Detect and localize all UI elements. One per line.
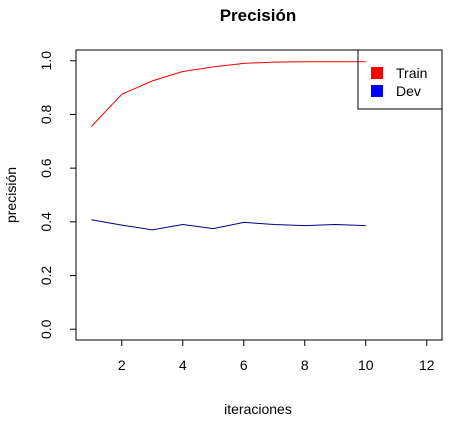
x-tick-label: 4 — [179, 357, 187, 373]
x-axis: 2 4 6 8 10 12 — [118, 340, 435, 373]
legend: Train Dev — [357, 49, 443, 110]
y-axis: 0.0 0.2 0.4 0.6 0.8 1.0 — [38, 51, 76, 339]
x-tick-label: 2 — [118, 357, 126, 373]
x-tick-label: 6 — [240, 357, 248, 373]
x-tick-label: 8 — [301, 357, 309, 373]
y-tick-label: 0.8 — [38, 105, 54, 125]
y-tick-label: 0.2 — [38, 266, 54, 286]
series-line-dev — [91, 219, 366, 231]
x-tick-label: 12 — [419, 357, 435, 373]
y-tick-label: 0.0 — [38, 319, 54, 339]
x-tick-label: 10 — [358, 357, 374, 373]
chart-title: Precisión — [220, 6, 297, 25]
legend-label-dev: Dev — [396, 83, 421, 99]
y-tick-label: 0.4 — [38, 212, 54, 232]
legend-swatch-train — [371, 67, 383, 79]
legend-label-train: Train — [396, 65, 427, 81]
x-axis-label: iteraciones — [224, 401, 292, 417]
legend-box — [357, 49, 443, 110]
plot-frame — [75, 49, 443, 341]
y-tick-label: 0.6 — [38, 158, 54, 178]
y-axis-label: precisión — [3, 167, 19, 223]
legend-swatch-dev — [371, 85, 383, 97]
y-tick-label: 1.0 — [38, 51, 54, 71]
series-lines — [90, 61, 366, 231]
series-line-train — [90, 61, 366, 127]
